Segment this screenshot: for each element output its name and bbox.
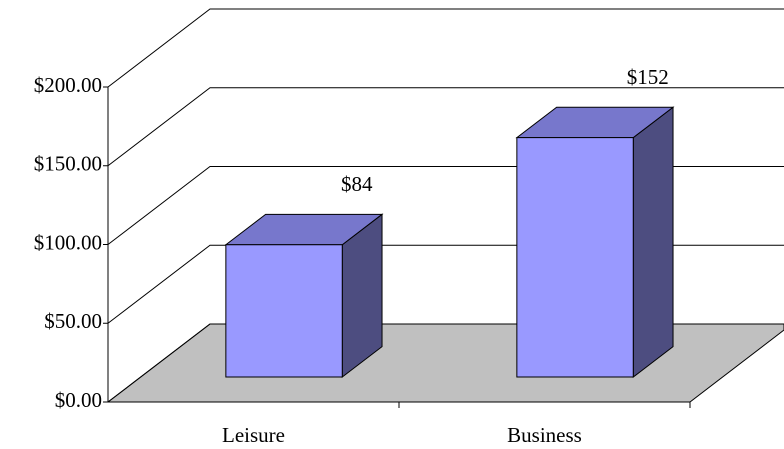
bar-face — [225, 244, 343, 378]
bar — [515, 106, 675, 379]
y-tick-label: $100.00 — [34, 230, 102, 254]
y-tick-label: $50.00 — [44, 309, 102, 333]
grid-line — [107, 87, 784, 167]
grid-line — [107, 244, 784, 324]
y-tick-label: $150.00 — [34, 152, 102, 176]
floor — [106, 323, 784, 403]
grid-line — [107, 8, 784, 88]
bar — [224, 213, 384, 379]
value-label: $152 — [627, 65, 669, 89]
bar-face — [516, 137, 634, 378]
grid-line — [107, 166, 784, 245]
bar-face — [632, 106, 674, 379]
x-tick-label: Leisure — [222, 423, 285, 447]
y-tick-label: $0.00 — [55, 388, 102, 412]
value-label: $84 — [341, 172, 373, 196]
x-tick-label: Business — [507, 423, 582, 447]
y-tick-label: $200.00 — [34, 73, 102, 97]
